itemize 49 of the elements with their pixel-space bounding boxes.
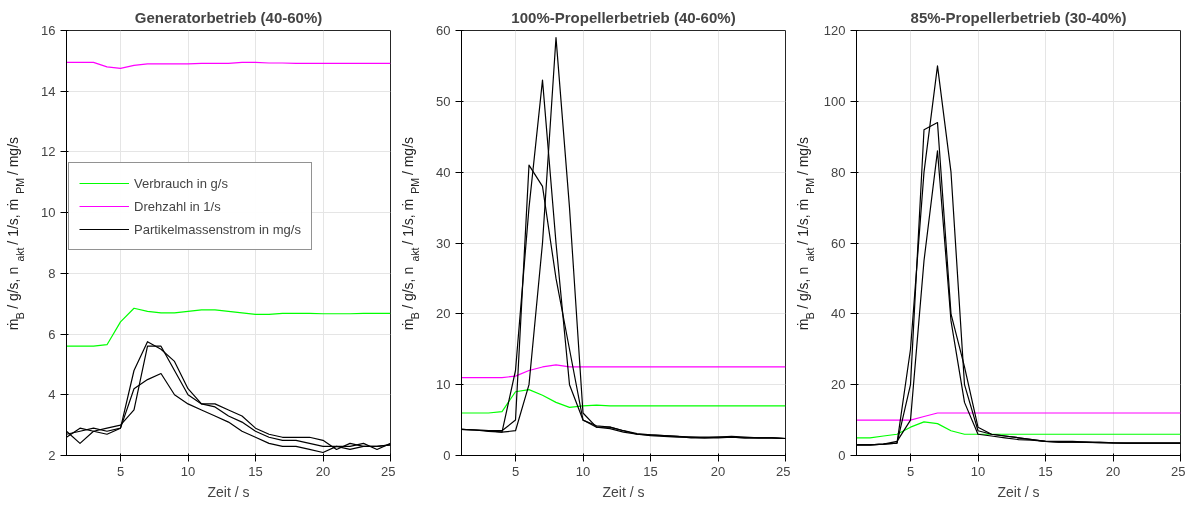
y-tick-label: 0: [838, 448, 846, 463]
y-tick-label: 4: [48, 387, 56, 403]
x-tick-label: 15: [1038, 463, 1053, 479]
chart-title: Generatorbetrieb (40-60%): [134, 8, 323, 26]
y-tick-label: 14: [41, 83, 56, 99]
x-tick-label: 5: [511, 463, 520, 479]
y-tick-label: 60: [436, 23, 451, 38]
x-tick-label: 25: [776, 463, 791, 479]
x-tick-label: 5: [906, 463, 915, 479]
y-tick-label: 2: [48, 448, 56, 463]
y-tick-label: 120: [823, 23, 846, 38]
y-tick-label: 10: [41, 205, 56, 221]
y-axis-title: ṁB / g/s, nakt / 1/s, ṁPM / mg/s: [794, 136, 816, 331]
y-tick-label: 16: [41, 23, 56, 38]
legend-label: Partikelmassenstrom in mg/s: [134, 221, 301, 237]
y-axis-title: ṁB / g/s, nakt / 1/s, ṁPM / mg/s: [4, 136, 26, 331]
x-tick-label: 15: [248, 463, 263, 479]
x-axis-title: Zeit / s: [207, 483, 250, 500]
y-tick-label: 40: [436, 164, 451, 180]
y-tick-label: 8: [48, 265, 56, 281]
x-axis-title: Zeit / s: [602, 483, 645, 500]
y-tick-label: 10: [436, 377, 451, 393]
x-tick-label: 10: [970, 463, 986, 479]
y-tick-label: 20: [831, 377, 846, 393]
chart-title: 85%-Propellerbetrieb (30-40%): [910, 8, 1127, 26]
x-tick-label: 10: [575, 463, 591, 479]
x-tick-label: 25: [381, 463, 396, 479]
x-tick-label: 25: [1171, 463, 1186, 479]
y-tick-label: 30: [436, 235, 451, 251]
legend-label: Verbrauch in g/s: [134, 175, 228, 191]
x-tick-label: 10: [180, 463, 196, 479]
chart-title: 100%-Propellerbetrieb (40-60%): [511, 8, 736, 26]
y-tick-label: 80: [831, 164, 846, 180]
y-tick-label: 12: [41, 144, 56, 160]
x-tick-label: 20: [315, 463, 331, 479]
y-axis-title: ṁB / g/s, nakt / 1/s, ṁPM / mg/s: [399, 136, 421, 331]
y-tick-label: 6: [48, 326, 56, 342]
x-tick-label: 20: [1105, 463, 1121, 479]
y-tick-label: 0: [443, 448, 451, 463]
y-tick-label: 100: [823, 93, 846, 109]
y-tick-label: 20: [436, 306, 451, 322]
x-axis-title: Zeit / s: [997, 483, 1040, 500]
legend-label: Drehzahl in 1/s: [134, 198, 221, 214]
y-tick-label: 40: [831, 306, 846, 322]
x-tick-label: 15: [643, 463, 658, 479]
x-tick-label: 5: [116, 463, 125, 479]
y-tick-label: 50: [436, 93, 451, 109]
y-tick-label: 60: [831, 235, 846, 251]
x-tick-label: 20: [710, 463, 726, 479]
